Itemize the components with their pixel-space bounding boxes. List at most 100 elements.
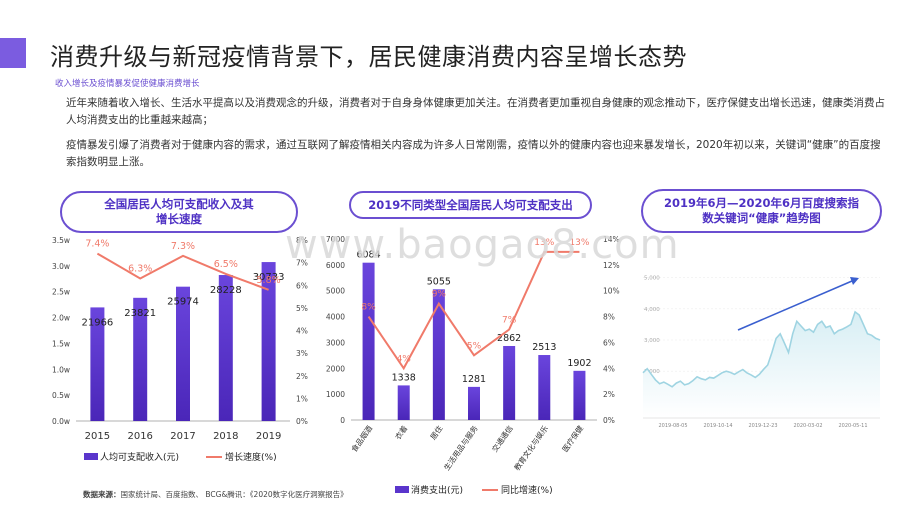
growth-value-label: 5.8% (257, 275, 281, 286)
category-label: 2019 (256, 431, 281, 442)
y-left-tick-label: 2.5w (52, 288, 70, 297)
category-label: 2018 (213, 431, 238, 442)
bar-value-label: 1281 (462, 374, 486, 385)
bar (133, 297, 148, 421)
growth-value-label: 7.3% (171, 241, 195, 252)
page-subtitle: 收入增长及疫情暴发促使健康消费增长 (55, 79, 200, 89)
y-right-tick-label: 7% (296, 259, 308, 268)
source-note: 数据来源：国家统计局、百度指数、 BCG&腾讯：《2020数字化医疗洞察报告》 (83, 489, 348, 500)
bar (538, 355, 551, 420)
y-left-tick-label: 0.0w (52, 417, 70, 426)
bar (468, 386, 480, 420)
y-tick-label: 5,000 (644, 276, 660, 282)
legend-line-label: 增长速度(%) (225, 451, 277, 463)
income-chart: 0.0w 0.5w 1.0w 1.5w 2.0w 2.5w 3.0w 3.5w 0% 1% 2% 3%… (52, 236, 308, 463)
growth-value-label: 13% (569, 238, 589, 248)
category-label: 居住 (428, 423, 445, 441)
growth-value-label: 4% (397, 354, 412, 364)
legend-bar-label: 消费支出(元) (411, 484, 463, 496)
x-tick-label: 2020-03-02 (793, 423, 822, 429)
search-trend-chart: 1,0002,0003,0004,0005,0002019-08-052019-… (642, 276, 881, 429)
y-left-tick-label: 1.0w (52, 365, 70, 374)
page-title: 消费升级与新冠疫情背景下，居民健康消费内容呈增长态势 (50, 43, 687, 71)
growth-value-label: 13% (534, 238, 554, 248)
y-right-tick-label: 6% (296, 281, 308, 290)
legend-bar-swatch (84, 453, 98, 460)
chart3-title-text: 2019年6月—2020年6月百度搜索指数关键词“健康”趋势图 (663, 196, 860, 225)
spending-chart: 0 1000 2000 3000 4000 5000 6000 7000 0% 2% 4% 6% 8% 1… (326, 235, 620, 496)
source-text: 国家统计局、百度指数、 BCG&腾讯：《2020数字化医疗洞察报告》 (120, 490, 348, 499)
y-left-tick-label: 3000 (326, 338, 345, 347)
y-left-tick-label: 0 (340, 416, 345, 425)
bar (573, 370, 586, 420)
growth-value-label: 7% (502, 316, 517, 326)
category-label: 食品烟酒 (349, 423, 375, 454)
category-label: 2017 (170, 431, 195, 442)
y-left-tick-label: 3.0w (52, 262, 70, 271)
legend-bar-swatch (395, 486, 409, 493)
chart1-title: 全国居民人均可支配收入及其增长速度 (60, 191, 298, 233)
y-left-tick-label: 5000 (326, 287, 345, 296)
bar-value-label: 5055 (427, 276, 451, 287)
y-right-tick-label: 14% (603, 235, 620, 244)
growth-value-label: 6.3% (128, 263, 152, 274)
x-tick-label: 2019-08-05 (658, 423, 687, 429)
category-label: 生活用品与服务 (441, 423, 480, 472)
trend-arrow-line (737, 280, 853, 331)
chart2-title-text: 2019不同类型全国居民人均可支配支出 (368, 197, 573, 212)
source-label: 数据来源： (83, 490, 121, 499)
legend-bar-label: 人均可支配收入(元) (100, 451, 179, 463)
bar (397, 385, 410, 420)
growth-value-label: 5% (467, 341, 482, 351)
y-right-tick-label: 4% (603, 364, 615, 373)
growth-value-label: 8% (361, 303, 376, 313)
y-right-tick-label: 0% (603, 416, 615, 425)
y-left-tick-label: 2.0w (52, 314, 70, 323)
chart1-title-text: 全国居民人均可支配收入及其增长速度 (104, 197, 254, 226)
category-label: 衣着 (393, 423, 410, 441)
y-right-tick-label: 4% (296, 327, 308, 336)
category-label: 医疗保健 (560, 423, 586, 454)
growth-value-label: 7.4% (85, 239, 109, 250)
intro-paragraph-1: 近年来随着收入增长、生活水平提高以及消费观念的升级，消费者对于自身身体健康更加关… (66, 97, 885, 126)
y-right-tick-label: 8% (603, 313, 615, 322)
trend-arrow-head (850, 277, 859, 285)
y-tick-label: 3,000 (644, 338, 660, 344)
bar-value-label: 1338 (392, 372, 416, 383)
growth-line (367, 250, 580, 371)
y-tick-label: 4,000 (644, 307, 660, 313)
y-right-tick-label: 2% (296, 372, 308, 381)
bar-value-label: 1902 (567, 358, 591, 369)
category-label: 交通通信 (489, 423, 515, 454)
bar-value-label: 6084 (356, 250, 380, 261)
category-label: 2016 (127, 431, 152, 442)
y-right-tick-label: 3% (296, 349, 308, 358)
bar (503, 345, 516, 420)
bar (432, 289, 445, 420)
y-right-tick-label: 0% (296, 417, 308, 426)
growth-value-label: 6.5% (214, 259, 238, 270)
y-tick-label: 2,000 (644, 369, 660, 375)
growth-line (96, 252, 269, 291)
bar-value-label: 30733 (253, 272, 285, 283)
intro-paragraph-2: 疫情暴发引爆了消费者对于健康内容的需求，通过互联网了解疫情相关内容成为许多人日常… (66, 139, 881, 168)
y-left-tick-label: 2000 (326, 364, 345, 373)
chart2-title: 2019不同类型全国居民人均可支配支出 (349, 191, 592, 219)
trend-area (643, 311, 880, 418)
y-right-tick-label: 2% (603, 390, 615, 399)
bar (90, 307, 105, 421)
bar-value-label: 21966 (81, 317, 113, 328)
y-right-tick-label: 10% (603, 287, 620, 296)
y-left-tick-label: 1000 (326, 390, 345, 399)
y-left-tick-label: 3.5w (52, 236, 70, 245)
trend-line (642, 310, 881, 388)
y-right-tick-label: 12% (603, 261, 620, 270)
bar-value-label: 23821 (124, 308, 156, 319)
growth-value-label: 9% (432, 290, 447, 300)
y-left-tick-label: 1.5w (52, 339, 70, 348)
x-tick-label: 2019-12-23 (748, 423, 777, 429)
watermark: www.baogao8.com (285, 222, 680, 268)
legend-line-label: 同比增速(%) (501, 484, 553, 496)
bar-value-label: 2513 (532, 342, 556, 353)
x-tick-label: 2019-10-14 (703, 423, 732, 429)
